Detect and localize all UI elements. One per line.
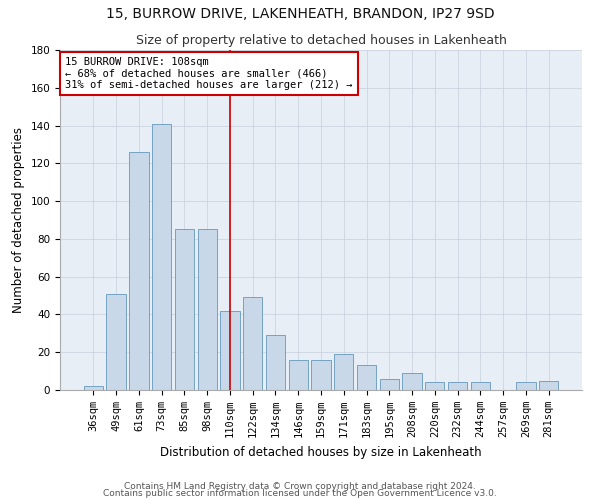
Bar xyxy=(448,382,467,390)
Bar xyxy=(175,230,194,390)
Bar xyxy=(539,380,558,390)
Bar xyxy=(152,124,172,390)
X-axis label: Distribution of detached houses by size in Lakenheath: Distribution of detached houses by size … xyxy=(160,446,482,458)
Bar xyxy=(470,382,490,390)
Bar xyxy=(129,152,149,390)
Bar xyxy=(197,230,217,390)
Y-axis label: Number of detached properties: Number of detached properties xyxy=(12,127,25,313)
Bar xyxy=(403,373,422,390)
Text: Contains public sector information licensed under the Open Government Licence v3: Contains public sector information licen… xyxy=(103,489,497,498)
Bar xyxy=(380,378,399,390)
Text: 15, BURROW DRIVE, LAKENHEATH, BRANDON, IP27 9SD: 15, BURROW DRIVE, LAKENHEATH, BRANDON, I… xyxy=(106,8,494,22)
Bar xyxy=(311,360,331,390)
Bar xyxy=(425,382,445,390)
Bar xyxy=(220,310,239,390)
Text: 15 BURROW DRIVE: 108sqm
← 68% of detached houses are smaller (466)
31% of semi-d: 15 BURROW DRIVE: 108sqm ← 68% of detache… xyxy=(65,57,353,90)
Title: Size of property relative to detached houses in Lakenheath: Size of property relative to detached ho… xyxy=(136,34,506,48)
Bar xyxy=(516,382,536,390)
Bar xyxy=(357,366,376,390)
Bar xyxy=(289,360,308,390)
Text: Contains HM Land Registry data © Crown copyright and database right 2024.: Contains HM Land Registry data © Crown c… xyxy=(124,482,476,491)
Bar xyxy=(334,354,353,390)
Bar xyxy=(266,335,285,390)
Bar xyxy=(243,298,262,390)
Bar xyxy=(84,386,103,390)
Bar xyxy=(106,294,126,390)
